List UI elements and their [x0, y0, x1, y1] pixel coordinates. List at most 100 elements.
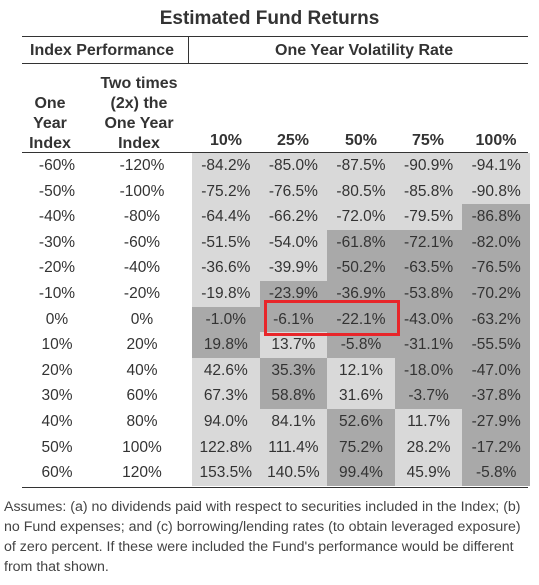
- index-performance-header: Index Performance: [30, 42, 175, 59]
- return-cell: -76.5%: [259, 178, 328, 205]
- top-rule: [22, 36, 528, 37]
- return-cell: -50.2%: [327, 255, 395, 281]
- table-row: -50% -100% -75.2% -76.5% -80.5% -85.8% -90.8%: [22, 178, 530, 205]
- bottom-rule: [22, 487, 528, 488]
- return-cell: -43.0%: [394, 306, 463, 333]
- return-cell: 122.8%: [192, 434, 260, 461]
- table-row: 0% 0% -1.0% -6.1% -22.1% -43.0% -63.2%: [22, 306, 530, 333]
- return-cell: 42.6%: [192, 357, 260, 384]
- return-cell: 99.4%: [327, 460, 395, 486]
- table-row: -40% -80% -64.4% -66.2% -72.0% -79.5% -86.8%: [22, 204, 530, 230]
- return-cell: -90.9%: [394, 153, 463, 179]
- return-cell: 13.7%: [259, 332, 328, 358]
- return-cell: -80.5%: [327, 178, 395, 205]
- index-cell: -20%: [38, 259, 76, 277]
- return-cell: -66.2%: [259, 204, 328, 230]
- return-cell: -1.0%: [192, 306, 260, 333]
- return-cell: -87.5%: [327, 153, 395, 179]
- two-x-cell: -60%: [123, 233, 161, 251]
- return-cell: 19.8%: [192, 332, 260, 358]
- two-x-cell: 40%: [126, 361, 158, 379]
- index-cell: -50%: [38, 182, 76, 200]
- return-cell: 35.3%: [259, 357, 328, 384]
- return-cell: -47.0%: [462, 357, 530, 384]
- one-year-index-subheader: One Year Index: [29, 95, 71, 152]
- two-x-cell: -100%: [119, 182, 165, 200]
- highlight-box: [264, 300, 400, 336]
- index-cell: 50%: [41, 438, 73, 456]
- return-cell: 28.2%: [394, 434, 463, 461]
- two-x-cell: 20%: [126, 336, 158, 354]
- return-cell: -61.8%: [327, 229, 395, 256]
- two-x-cell: -120%: [119, 157, 165, 174]
- return-cell: -76.5%: [462, 255, 530, 281]
- table-row: -20% -40% -36.6% -39.9% -50.2% -63.5% -76.5%: [22, 255, 530, 281]
- return-cell: -72.0%: [327, 204, 395, 230]
- two-x-cell: -80%: [123, 208, 161, 226]
- return-cell: -63.2%: [462, 306, 530, 333]
- index-cell: -10%: [38, 285, 76, 302]
- table-row: 10% 20% 19.8% 13.7% -5.8% -31.1% -55.5%: [22, 332, 530, 358]
- index-cell: 40%: [41, 413, 73, 430]
- page-title: Estimated Fund Returns: [159, 8, 380, 29]
- index-cell: 30%: [41, 387, 73, 405]
- return-cell: -18.0%: [394, 357, 463, 384]
- return-cell: -70.2%: [462, 281, 530, 307]
- index-cell: -60%: [38, 157, 76, 174]
- return-cell: 84.1%: [259, 409, 328, 435]
- return-cell: 140.5%: [259, 460, 328, 486]
- return-cell: 67.3%: [192, 383, 260, 409]
- return-cell: -31.1%: [394, 332, 463, 358]
- return-cell: 153.5%: [192, 460, 260, 486]
- table-row: 30% 60% 67.3% 58.8% 31.6% -3.7% -37.8%: [22, 383, 530, 409]
- return-cell: 75.2%: [327, 434, 395, 461]
- two-times-index-subheader: Two times (2x) the One Year Index: [100, 75, 178, 152]
- two-x-cell: -40%: [123, 259, 161, 277]
- return-cell: -51.5%: [192, 229, 260, 256]
- return-cell: 12.1%: [327, 357, 395, 384]
- index-cell: 10%: [41, 336, 73, 354]
- column-header-rule: [22, 152, 528, 153]
- header-rule: [22, 63, 528, 64]
- return-cell: 58.8%: [259, 383, 328, 409]
- col-header-75: 75%: [411, 132, 445, 149]
- return-cell: -75.2%: [192, 178, 260, 205]
- return-cell: -64.4%: [192, 204, 260, 230]
- two-x-cell: 80%: [126, 413, 158, 430]
- return-cell: 52.6%: [327, 409, 395, 435]
- index-cell: 60%: [41, 464, 73, 482]
- return-cell: -19.8%: [192, 281, 260, 307]
- return-cell: -86.8%: [462, 204, 530, 230]
- table-row: 60% 120% 153.5% 140.5% 99.4% 45.9% -5.8%: [22, 460, 530, 486]
- table-row: -60% -120% -84.2% -85.0% -87.5% -90.9% -94.1%: [22, 153, 530, 179]
- footnote: Assumes: (a) no dividends paid with resp…: [4, 499, 521, 575]
- return-cell: -90.8%: [462, 178, 530, 205]
- return-cell: -84.2%: [192, 153, 260, 179]
- col-header-25: 25%: [276, 132, 310, 149]
- return-cell: -3.7%: [394, 383, 463, 409]
- return-cell: -54.0%: [259, 229, 328, 256]
- return-cell: -37.8%: [462, 383, 530, 409]
- header-divider: [188, 36, 189, 63]
- volatility-rate-header: One Year Volatility Rate: [275, 42, 454, 59]
- return-cell: -53.8%: [394, 281, 463, 307]
- return-cell: -72.1%: [394, 229, 463, 256]
- return-cell: -36.6%: [192, 255, 260, 281]
- return-cell: 11.7%: [394, 409, 463, 435]
- return-cell: -5.8%: [327, 332, 395, 358]
- two-x-cell: -20%: [123, 285, 161, 302]
- col-header-50: 50%: [344, 132, 378, 149]
- return-cell: -85.8%: [394, 178, 463, 205]
- return-cell: -6.1%: [259, 306, 328, 333]
- table-row: -30% -60% -51.5% -54.0% -61.8% -72.1% -82.0%: [22, 229, 530, 256]
- index-cell: -40%: [38, 208, 76, 226]
- return-cell: -27.9%: [462, 409, 530, 435]
- two-x-cell: 60%: [126, 387, 158, 405]
- two-x-cell: 100%: [122, 438, 162, 456]
- return-cell: -55.5%: [462, 332, 530, 358]
- return-cell: -22.1%: [327, 306, 395, 333]
- two-x-cell: 0%: [130, 310, 154, 328]
- return-cell: 94.0%: [192, 409, 260, 435]
- return-cell: -79.5%: [394, 204, 463, 230]
